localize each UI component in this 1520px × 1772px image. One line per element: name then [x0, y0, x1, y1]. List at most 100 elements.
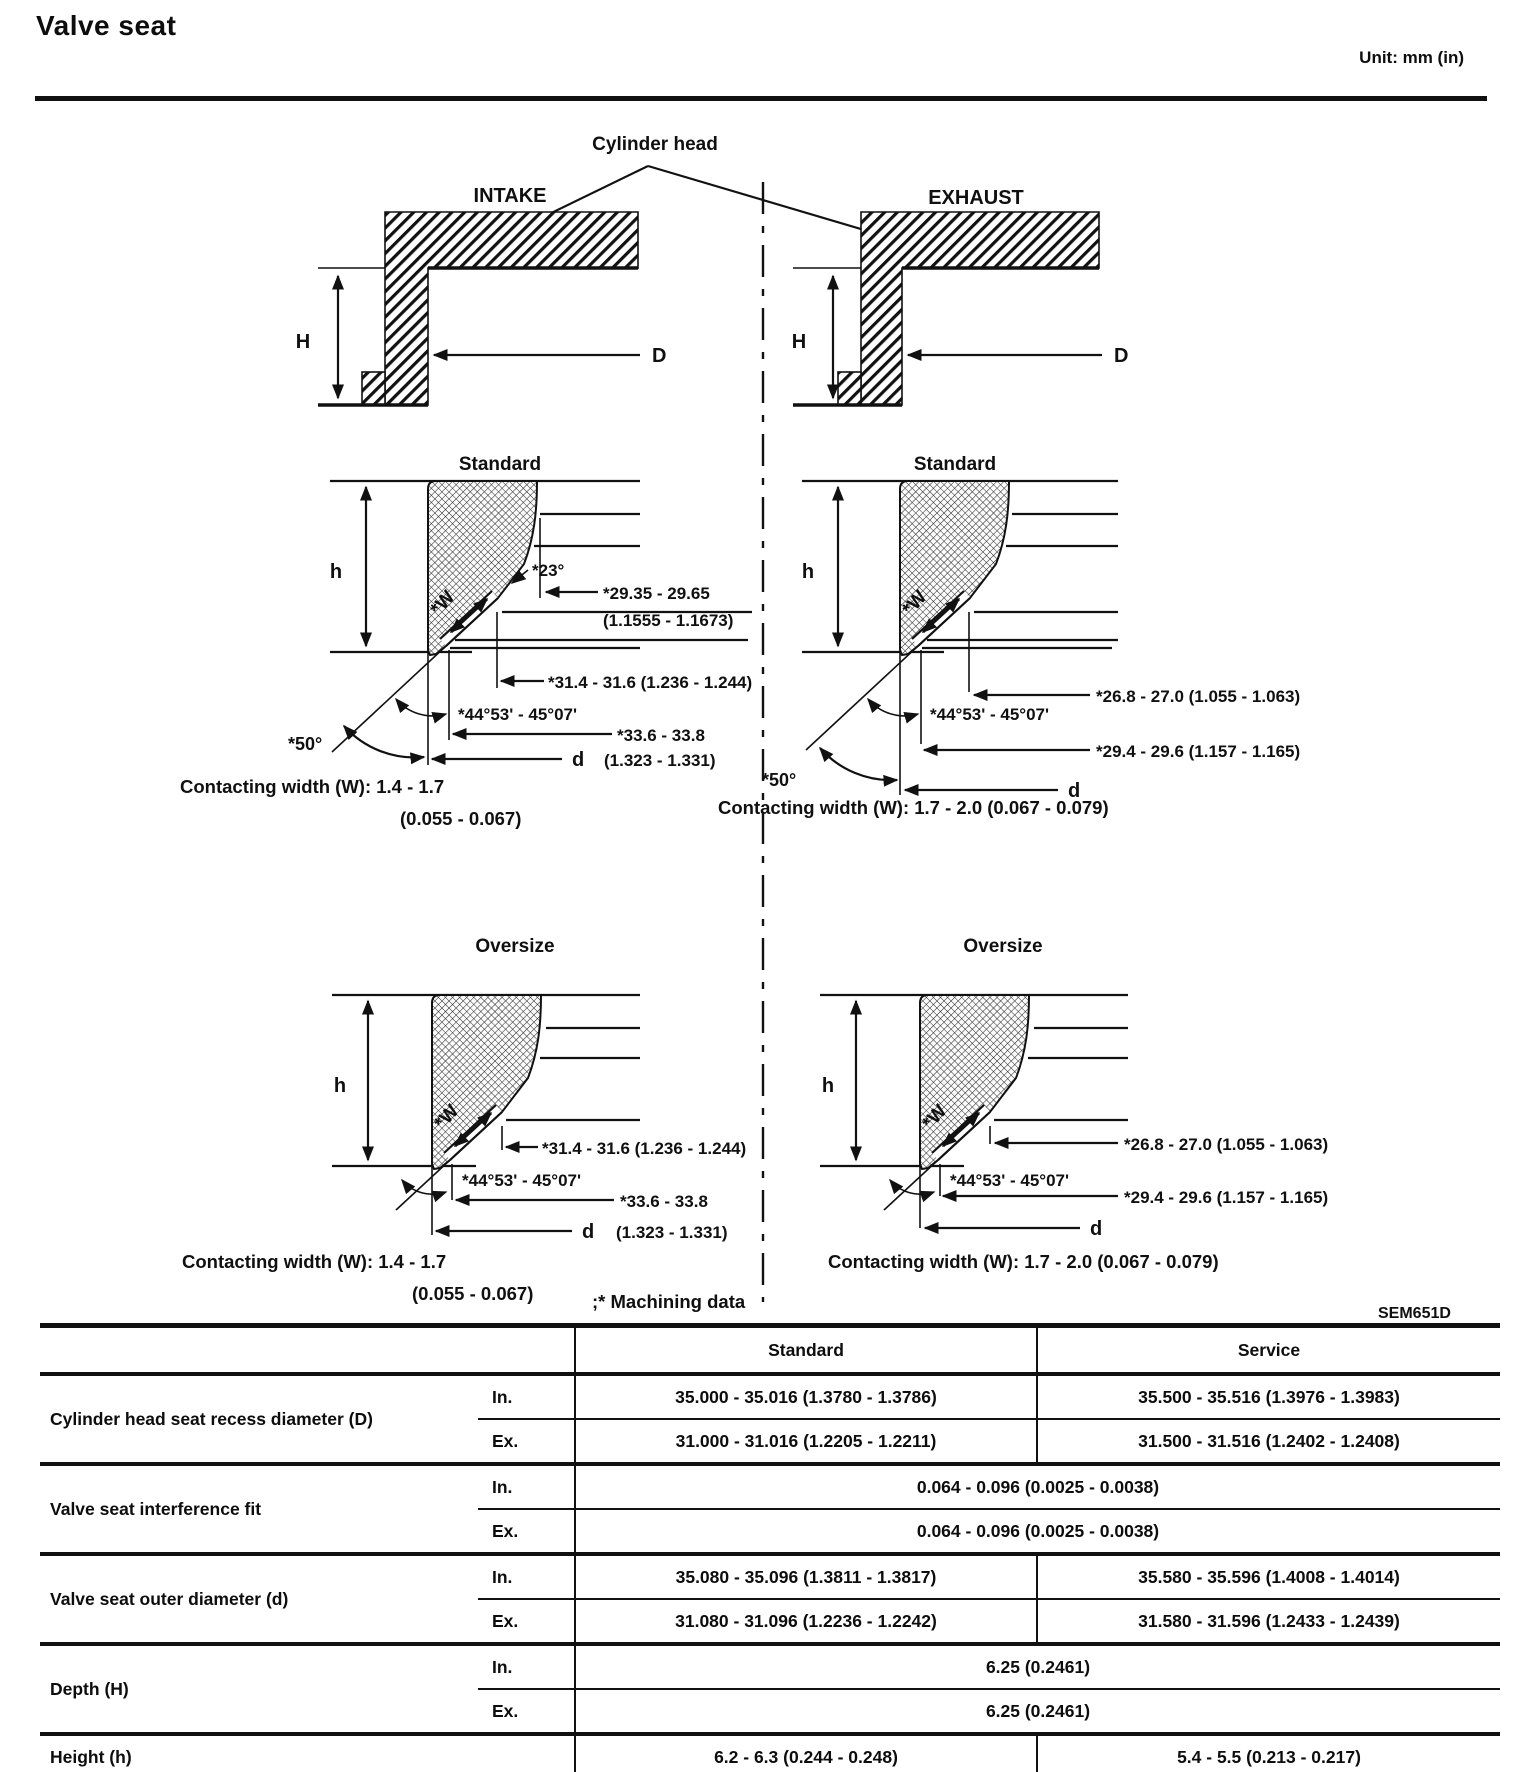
intake-oversize-diagram: Oversize *W h *31.4 - 31.6 (1.236 - 1.24… — [182, 936, 746, 1304]
contact-width: Contacting width (W): 1.7 - 2.0 (0.067 -… — [828, 1251, 1219, 1272]
lower-angle: *50° — [288, 734, 322, 754]
table-row: Ex. 6.25 (0.2461) — [40, 1688, 1500, 1734]
d-label: d — [572, 749, 584, 771]
row-label-recess-diameter: Cylinder head seat recess diameter (D) — [50, 1408, 373, 1429]
H-label: H — [792, 331, 806, 353]
h-label: h — [802, 561, 814, 583]
header-empty-cell — [40, 1325, 575, 1376]
cell-service: 35.500 - 35.516 (1.3976 - 1.3983) — [1036, 1374, 1500, 1419]
valve-seat-diagram: Cylinder head INTAKE EXHAUST H D — [180, 134, 1451, 1322]
chamfer-angle: *23° — [532, 561, 565, 580]
cell-standard: 31.000 - 31.016 (1.2205 - 1.2211) — [574, 1418, 1037, 1464]
row-key: Ex. — [478, 1598, 575, 1644]
exhaust-oversize-diagram: Oversize *W h *26.8 - 27.0 (1.055 - 1.06… — [820, 936, 1328, 1272]
row-key: Ex. — [478, 1688, 575, 1734]
section-title: Standard — [914, 454, 996, 475]
row-label-depth: Depth (H) — [40, 1642, 478, 1734]
D-label: D — [652, 345, 666, 367]
row-key: In. — [478, 1552, 575, 1599]
h-label: h — [822, 1075, 834, 1097]
contact-width-inch: (0.055 - 0.067) — [412, 1283, 533, 1304]
header-rule — [35, 96, 1487, 101]
seat-angle: *44°53' - 45°07' — [950, 1171, 1069, 1190]
callout-arrow-exhaust — [647, 164, 900, 242]
H-label: H — [296, 331, 310, 353]
cell-service: 31.500 - 31.516 (1.2402 - 1.2408) — [1036, 1418, 1500, 1464]
d-label: d — [1068, 780, 1080, 802]
table-row: Ex. 31.000 - 31.016 (1.2205 - 1.2211) 31… — [40, 1418, 1500, 1464]
cylinder-head-label: Cylinder head — [592, 134, 718, 155]
d-label: d — [1090, 1218, 1102, 1240]
row-key: In. — [492, 1386, 513, 1407]
seat-angle: *44°53' - 45°07' — [930, 705, 1049, 724]
dia-top-inch: (1.1555 - 1.1673) — [603, 611, 733, 630]
row-key: In. — [478, 1462, 575, 1509]
exhaust-cross-section: H D — [792, 211, 1128, 407]
table-row: Ex. 31.080 - 31.096 (1.2236 - 1.2242) 31… — [40, 1598, 1500, 1644]
dia-mid: *26.8 - 27.0 (1.055 - 1.063) — [1124, 1135, 1328, 1154]
section-title: Oversize — [475, 936, 554, 957]
intake-heading: INTAKE — [474, 185, 547, 207]
dia-mid: *31.4 - 31.6 (1.236 - 1.244) — [542, 1139, 746, 1158]
cell-service: 35.580 - 35.596 (1.4008 - 1.4014) — [1036, 1552, 1500, 1599]
header-standard: Standard — [574, 1325, 1037, 1376]
cell-span: 6.25 (0.2461) — [574, 1688, 1500, 1734]
valve-seat-spec-table: Standard Service Cylinder head seat rece… — [40, 1323, 1500, 1772]
seat-angle: *44°53' - 45°07' — [458, 705, 577, 724]
h-label: h — [330, 561, 342, 583]
exhaust-heading: EXHAUST — [928, 187, 1024, 209]
cell-standard: 6.2 - 6.3 (0.244 - 0.248) — [574, 1732, 1037, 1772]
table-row: Valve seat outer diameter (d) In. 35.080… — [40, 1552, 1500, 1644]
contact-width: Contacting width (W): 1.4 - 1.7 — [180, 776, 444, 797]
page-title: Valve seat — [36, 10, 177, 41]
row-label-outer-diameter: Valve seat outer diameter (d) — [40, 1552, 478, 1644]
contact-width: Contacting width (W): 1.7 - 2.0 (0.067 -… — [718, 797, 1109, 818]
table-row: Ex. 0.064 - 0.096 (0.0025 - 0.0038) — [40, 1508, 1500, 1554]
dia-mid: *31.4 - 31.6 (1.236 - 1.244) — [548, 673, 752, 692]
exhaust-standard-diagram: Standard *W h *26.8 - 27.0 (1.055 - 1.06… — [718, 454, 1300, 818]
D-label: D — [1114, 345, 1128, 367]
lower-angle: *50° — [762, 770, 796, 790]
cell-standard: 31.080 - 31.096 (1.2236 - 1.2242) — [574, 1598, 1037, 1644]
cell-span: 6.25 (0.2461) — [574, 1642, 1500, 1689]
unit-label: Unit: mm (in) — [1359, 48, 1464, 67]
dia-mid: *26.8 - 27.0 (1.055 - 1.063) — [1096, 687, 1300, 706]
cell-service: 31.580 - 31.596 (1.2433 - 1.2439) — [1036, 1598, 1500, 1644]
dia-outer-inch: (1.323 - 1.331) — [616, 1223, 728, 1242]
cell-service: 5.4 - 5.5 (0.213 - 0.217) — [1036, 1732, 1500, 1772]
contact-width: Contacting width (W): 1.4 - 1.7 — [182, 1251, 446, 1272]
row-key: Ex. — [478, 1508, 575, 1554]
intake-cross-section: H D — [296, 211, 666, 407]
row-label-height: Height (h) — [40, 1732, 575, 1772]
W-dim-arrow — [453, 1111, 493, 1148]
dia-top: *29.35 - 29.65 — [603, 584, 710, 603]
cell-span: 0.064 - 0.096 (0.0025 - 0.0038) — [574, 1508, 1500, 1554]
machining-data-note: ;* Machining data — [592, 1291, 746, 1312]
intake-standard-diagram: Standard *W h *23° *29.35 - 29.65 (1. — [180, 454, 752, 829]
W-dim-arrow — [921, 597, 961, 634]
cylinder-head-callout: Cylinder head — [500, 134, 900, 242]
dia-outer: *33.6 - 33.8 — [620, 1192, 708, 1211]
row-label-interference-fit: Valve seat interference fit — [40, 1462, 478, 1554]
dia-outer: *29.4 - 29.6 (1.157 - 1.165) — [1124, 1188, 1328, 1207]
table-row: Depth (H) In. 6.25 (0.2461) — [40, 1642, 1500, 1734]
h-label: h — [334, 1075, 346, 1097]
table-row: Height (h) 6.2 - 6.3 (0.244 - 0.248) 5.4… — [40, 1732, 1500, 1772]
dia-outer: *33.6 - 33.8 — [617, 726, 705, 745]
d-label: d — [582, 1221, 594, 1243]
figure-code: SEM651D — [1378, 1305, 1451, 1322]
W-dim-arrow — [941, 1111, 981, 1148]
row-key: In. — [478, 1642, 575, 1689]
seat-angle: *44°53' - 45°07' — [462, 1171, 581, 1190]
header-service: Service — [1036, 1325, 1500, 1376]
contact-width-inch: (0.055 - 0.067) — [400, 808, 521, 829]
dia-outer: *29.4 - 29.6 (1.157 - 1.165) — [1096, 742, 1300, 761]
section-title: Oversize — [963, 936, 1042, 957]
table-header-row: Standard Service — [40, 1325, 1500, 1376]
table-row: Cylinder head seat recess diameter (D) I… — [40, 1374, 1500, 1429]
cell-span: 0.064 - 0.096 (0.0025 - 0.0038) — [574, 1462, 1500, 1509]
row-key: Ex. — [478, 1418, 575, 1464]
W-dim-arrow — [449, 597, 489, 634]
cell-standard: 35.080 - 35.096 (1.3811 - 1.3817) — [574, 1552, 1037, 1599]
